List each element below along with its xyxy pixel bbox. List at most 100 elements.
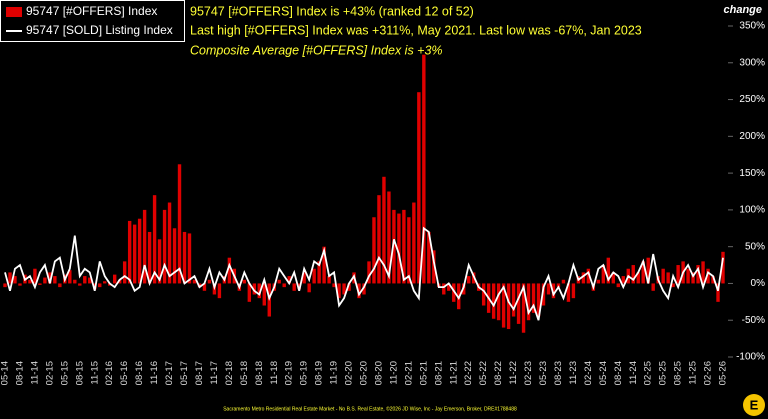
line xyxy=(4,226,724,321)
bar xyxy=(417,92,421,284)
bar xyxy=(152,195,157,284)
bar xyxy=(621,276,625,284)
x-tick-label: 02-25 xyxy=(643,361,654,385)
x-tick-label: 08-15 xyxy=(74,361,85,385)
x-tick-label: 11-19 xyxy=(329,361,340,385)
bar xyxy=(377,195,381,284)
y-tick-label: 300% xyxy=(739,57,765,68)
bar xyxy=(3,283,7,288)
x-tick-label: 05-19 xyxy=(299,361,310,385)
bar xyxy=(103,281,107,284)
x-tick-label: 11-23 xyxy=(568,361,579,385)
legend-label: 95747 [#OFFERS] Index xyxy=(26,4,157,18)
bar xyxy=(367,261,371,284)
bar xyxy=(362,283,366,295)
bar xyxy=(83,276,87,284)
bar xyxy=(611,272,616,284)
bar xyxy=(721,251,725,284)
bar xyxy=(586,268,591,284)
bar xyxy=(327,276,331,284)
bar xyxy=(412,202,416,284)
bar xyxy=(496,283,501,321)
bar xyxy=(242,279,247,284)
x-tick-label: 05-15 xyxy=(59,361,70,385)
x-tick-label: 02-15 xyxy=(44,361,55,385)
bar xyxy=(147,231,152,284)
x-tick-label: 05-20 xyxy=(359,361,370,385)
bar xyxy=(382,176,386,284)
x-tick-label: 08-19 xyxy=(314,361,325,385)
annotation: Last high [#OFFERS] Index was +311%, May… xyxy=(190,23,642,37)
bar xyxy=(467,276,471,284)
bar xyxy=(566,283,571,302)
x-tick-label: 08-23 xyxy=(553,361,564,385)
bar xyxy=(422,54,426,284)
bar xyxy=(606,257,611,284)
bar xyxy=(13,276,17,284)
bar xyxy=(112,274,117,284)
bar xyxy=(28,279,32,284)
y-tick-label: 0% xyxy=(751,278,766,289)
bar xyxy=(357,283,361,299)
y-tick-label: 250% xyxy=(739,94,765,105)
bar xyxy=(347,283,351,291)
legend-box xyxy=(0,0,185,42)
bar xyxy=(192,279,197,284)
bar xyxy=(297,283,301,290)
bar xyxy=(312,268,316,284)
bar xyxy=(491,283,496,319)
x-tick-label: 11-22 xyxy=(508,361,519,385)
x-tick-label: 08-17 xyxy=(194,361,205,385)
bar xyxy=(696,265,700,284)
bar xyxy=(676,265,680,284)
bar xyxy=(581,272,586,284)
x-tick-label: 11-16 xyxy=(149,361,160,385)
bar xyxy=(182,231,187,284)
bar xyxy=(407,217,411,284)
annotation: Composite Average [#OFFERS] Index is +3% xyxy=(190,43,443,57)
bar xyxy=(122,261,127,284)
bar xyxy=(302,272,306,284)
bar xyxy=(117,279,122,284)
bar xyxy=(342,283,346,295)
bar xyxy=(277,279,281,284)
bar xyxy=(287,276,291,284)
bar xyxy=(33,268,37,284)
bar xyxy=(536,283,541,317)
bar xyxy=(646,257,650,284)
bar xyxy=(596,279,601,284)
x-tick-label: 05-23 xyxy=(538,361,549,385)
bar xyxy=(98,283,102,288)
x-tick-label: 08-25 xyxy=(673,361,684,385)
bar xyxy=(686,268,690,284)
bar xyxy=(262,283,266,306)
bar xyxy=(317,261,321,284)
x-tick-label: 11-15 xyxy=(89,361,100,385)
bar xyxy=(447,283,451,291)
bar xyxy=(427,231,431,284)
bar xyxy=(691,272,695,284)
x-tick-label: 11-14 xyxy=(29,361,40,385)
bar xyxy=(78,283,82,286)
x-tick-label: 02-16 xyxy=(104,361,115,385)
x-tick-label: 05-17 xyxy=(179,361,190,385)
x-tick-label: 08-20 xyxy=(373,361,384,385)
bar xyxy=(661,268,665,284)
bar xyxy=(332,283,336,288)
legend-label: 95747 [SOLD] Listing Index xyxy=(26,23,173,37)
bar xyxy=(167,202,172,284)
bar xyxy=(307,283,311,293)
bar xyxy=(651,283,655,291)
legend-swatch xyxy=(6,7,22,17)
bar xyxy=(88,277,92,284)
bar xyxy=(227,257,232,284)
bar xyxy=(177,164,182,284)
bar xyxy=(442,283,446,295)
y-tick-label: -50% xyxy=(742,315,765,326)
bar xyxy=(701,261,705,284)
bar xyxy=(132,224,137,284)
y-tick-label: 50% xyxy=(745,241,765,252)
bar xyxy=(716,283,720,302)
bar xyxy=(48,272,52,284)
